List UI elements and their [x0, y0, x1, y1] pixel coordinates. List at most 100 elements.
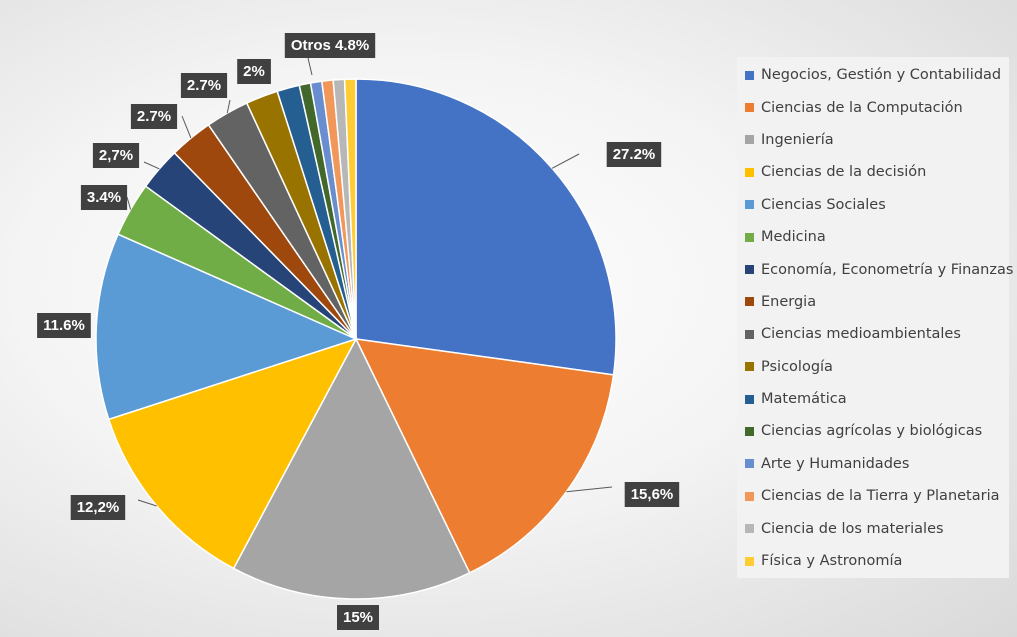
data-label-8-box [130, 104, 178, 129]
legend-item: Ciencias Sociales [737, 189, 1009, 221]
legend-label: Ciencias medioambientales [761, 326, 961, 343]
data-label-10-text: 2% [243, 63, 265, 80]
leader-line [126, 196, 132, 210]
legend-label: Ciencias agrícolas y biológicas [761, 423, 983, 440]
leader-line [143, 161, 160, 170]
leader-line [226, 99, 231, 114]
legend-swatch [745, 200, 754, 210]
legend-item: Ciencias de la Computación [737, 91, 1009, 123]
data-label-5-box [37, 313, 91, 338]
legend-label: Matemática [761, 391, 847, 408]
legend-swatch [745, 167, 754, 177]
pie-slice-16 [343, 78, 357, 340]
data-label-2-text: 15,6% [631, 486, 674, 503]
data-label-4-text: 12,2% [77, 499, 120, 516]
legend-item: Ciencias de la Tierra y Planetaria [737, 480, 1009, 512]
legend-swatch [745, 232, 754, 242]
data-label-10-box [237, 59, 271, 84]
legend-swatch [745, 70, 754, 80]
pie-slice-3 [232, 337, 471, 600]
data-label-3: 15% [337, 605, 379, 630]
legend-label: Energia [761, 293, 817, 310]
legend-item: Ingeniería [737, 124, 1009, 156]
legend: Negocios, Gestión y Contabilidad Ciencias… [737, 57, 1013, 578]
data-labels: 27.2% 15,6% 15% 12,2% 11.6% 3.4% 2,7% 2.7% 2.7% 2… [37, 33, 680, 630]
legend-label: Ciencias de la decisión [761, 164, 927, 181]
data-label-2-box [624, 482, 680, 507]
leader-lines [126, 57, 613, 507]
data-label-2: 15,6% [624, 482, 680, 507]
data-label-6-text: 3.4% [87, 189, 121, 206]
data-label-10: 2% [237, 59, 271, 84]
legend-swatch [745, 362, 754, 372]
legend-item: Ciencias de la decisión [737, 156, 1009, 188]
legend-swatch [745, 556, 754, 566]
legend-swatch [745, 459, 754, 469]
data-label-7-text: 2,7% [99, 147, 133, 164]
data-label-8: 2.7% [130, 104, 178, 129]
legend-label: Negocios, Gestión y Contabilidad [761, 67, 1002, 84]
leader-line [137, 499, 157, 507]
legend-label: Ciencias de la Tierra y Planetaria [761, 488, 1000, 505]
legend-item: Arte y Humanidades [737, 448, 1009, 480]
pie-slice-1 [355, 78, 617, 376]
legend-item: Medicina [737, 221, 1009, 253]
group-label-1-text: Otros 4.8% [291, 37, 369, 54]
legend-item: Ciencia de los materiales [737, 512, 1009, 544]
legend-swatch [745, 265, 754, 275]
legend-label: Medicina [761, 229, 826, 246]
legend-label: Ciencia de los materiales [761, 520, 944, 537]
legend-label: Física y Astronomía [761, 553, 903, 570]
leader-line [307, 57, 313, 76]
data-label-1-box [606, 142, 662, 167]
data-label-7-box [92, 143, 140, 168]
legend-swatch [745, 491, 754, 501]
pie-slice-2 [354, 338, 615, 574]
legend-label: Ciencias Sociales [761, 196, 886, 213]
data-label-6: 3.4% [80, 185, 128, 210]
data-label-5: 11.6% [37, 313, 91, 338]
legend-swatch [745, 426, 754, 436]
legend-swatch [745, 524, 754, 534]
data-label-9: 2.7% [180, 73, 228, 98]
legend-item: Ciencias agrícolas y biológicas [737, 415, 1009, 447]
data-label-6-box [80, 185, 128, 210]
legend-item: Ciencias medioambientales [737, 318, 1009, 350]
legend-item: Economía, Econometría y Finanzas [737, 253, 1013, 285]
legend-item: Matemática [737, 383, 1009, 415]
legend-swatch [745, 394, 754, 404]
legend-item: Energia [737, 286, 1009, 318]
legend-label: Economía, Econometría y Finanzas [761, 261, 1014, 278]
leader-line [181, 115, 192, 139]
leader-line [566, 486, 613, 493]
data-label-9-box [180, 73, 228, 98]
legend-label: Ciencias de la Computación [761, 99, 963, 116]
pie-slice-4 [107, 337, 358, 570]
leader-line [551, 153, 580, 169]
data-label-3-text: 15% [343, 609, 373, 626]
data-label-7: 2,7% [92, 143, 140, 168]
legend-label: Psicología [761, 358, 833, 375]
pie-slice-5 [95, 233, 359, 421]
group-label-1-box [284, 33, 376, 58]
legend-label: Arte y Humanidades [761, 455, 910, 472]
data-label-1: 27.2% [606, 142, 662, 167]
legend-item: Psicología [737, 351, 1009, 383]
legend-swatch [745, 103, 754, 113]
legend-swatch [745, 329, 754, 339]
data-label-9-text: 2.7% [187, 77, 221, 94]
legend-label: Ingeniería [761, 131, 834, 148]
data-label-8-text: 2.7% [137, 108, 171, 125]
data-label-1-text: 27.2% [613, 146, 656, 163]
data-label-5-text: 11.6% [43, 317, 85, 334]
pie-slices [95, 78, 617, 600]
data-label-4: 12,2% [70, 495, 126, 520]
legend-swatch [745, 297, 754, 307]
data-label-3-box [337, 605, 379, 630]
legend-swatch [745, 135, 754, 145]
group-label-1: Otros 4.8% [284, 33, 376, 58]
legend-item: Física y Astronomía [737, 545, 1009, 577]
data-label-4-box [70, 495, 126, 520]
